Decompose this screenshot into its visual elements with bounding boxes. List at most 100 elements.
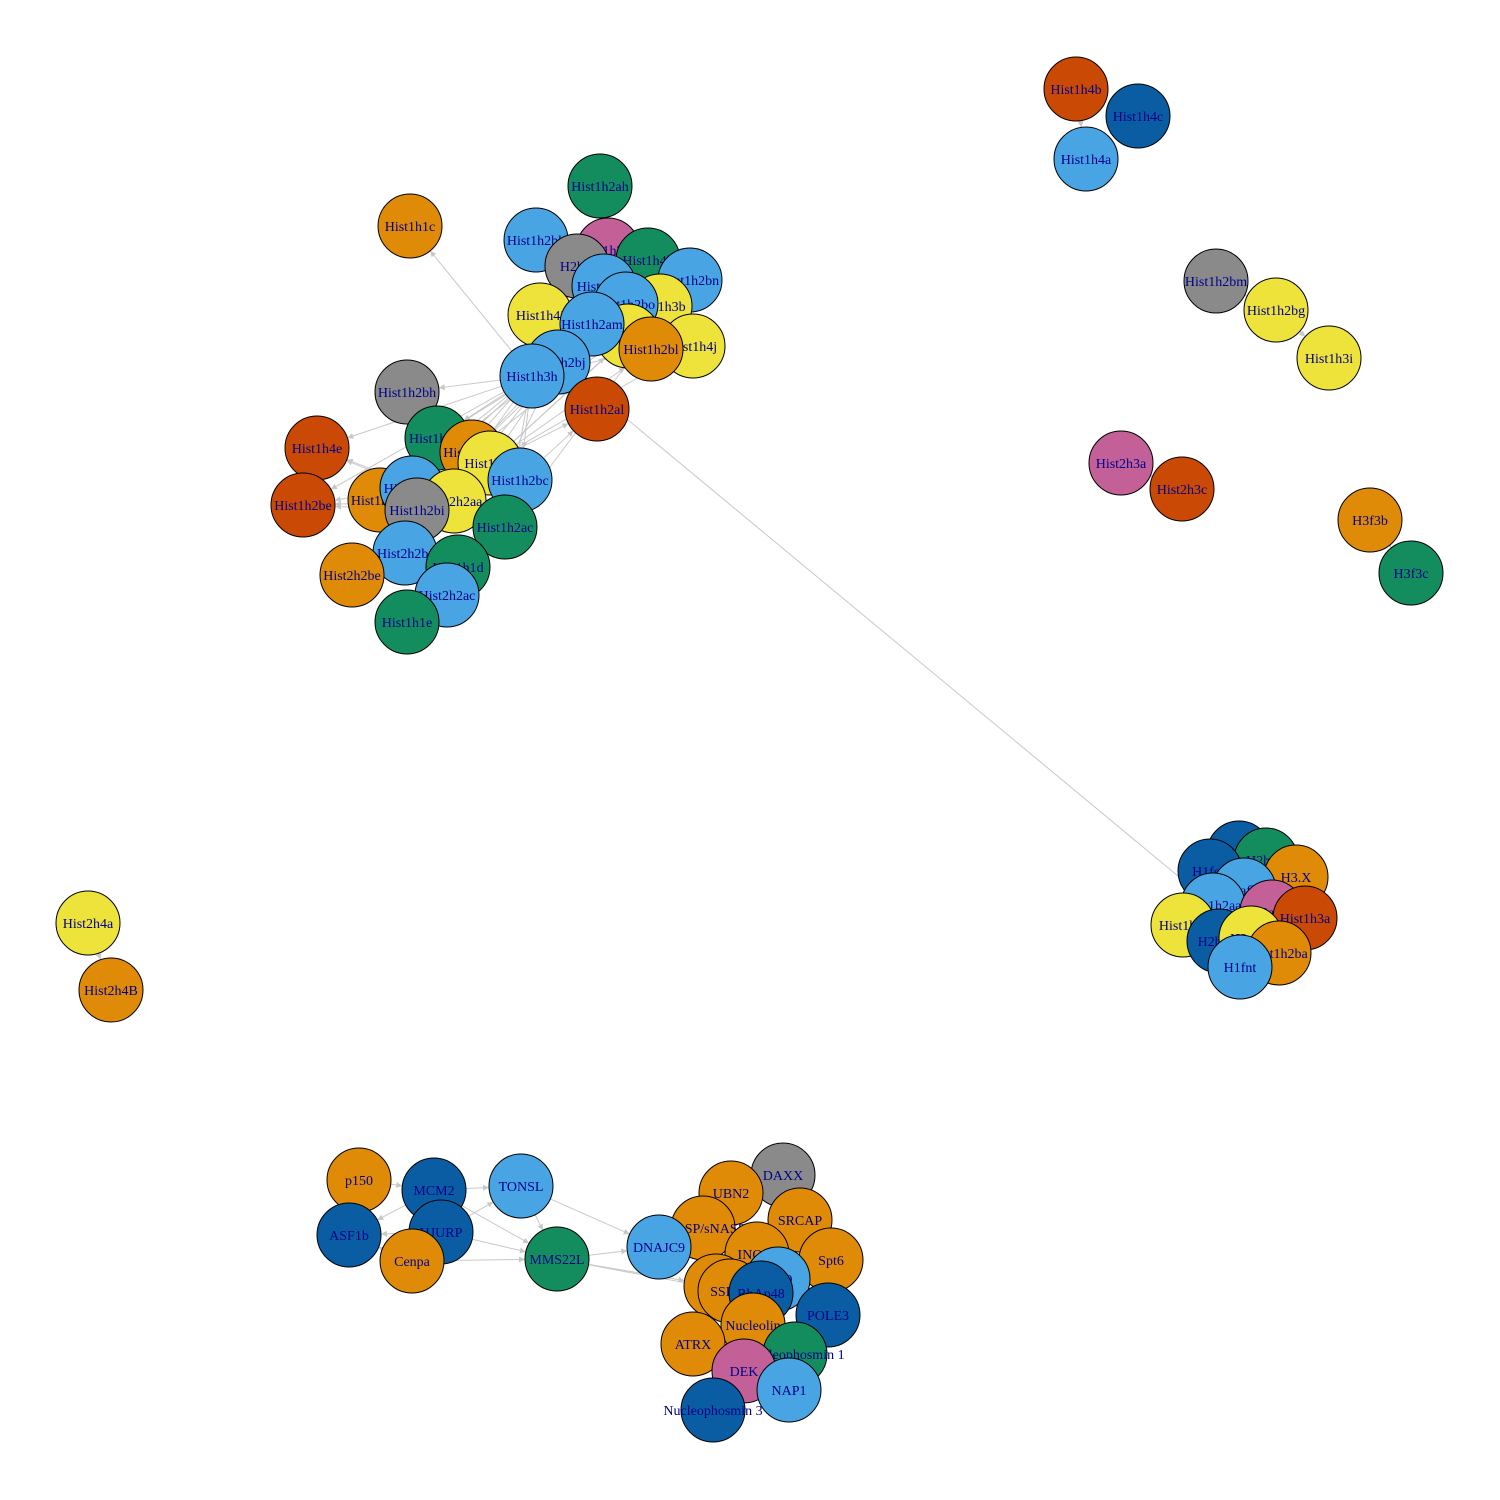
node-label: DAXX [763,1169,803,1184]
node-hist1h2al[interactable]: Hist1h2al [564,376,630,442]
node-circle[interactable] [1243,277,1309,343]
node-circle[interactable] [1207,934,1273,1000]
node-nap1[interactable]: NAP1 [756,1357,822,1423]
edge-h3f3b-h3f3c [1385,541,1392,548]
edge-mms22l-dnajc9 [588,1248,628,1256]
node-circle[interactable] [1296,325,1362,391]
node-circle[interactable] [499,343,565,409]
node-label: Hist2h3a [1096,457,1147,472]
node-circle[interactable] [680,1377,746,1443]
node-circle[interactable] [756,1357,822,1423]
node-circle[interactable] [626,1214,692,1280]
node-hist1h4e[interactable]: Hist1h4e [284,415,350,481]
edge-mcm2-tonsl [465,1184,490,1191]
node-circle[interactable] [524,1226,590,1292]
node-label: Hist1h4k [622,254,673,269]
node-hist1h2bg[interactable]: Hist1h2bg [1243,277,1309,343]
edge-cenpa-asf1b [378,1246,386,1253]
node-label: Hist1h2ac [477,521,534,536]
edge-mcm2-mms22l [461,1205,530,1244]
node-hist2h4a[interactable]: Hist2h4a [55,890,121,956]
node-circle[interactable] [374,589,440,655]
node-circle[interactable] [567,153,633,219]
node-circle[interactable] [618,316,684,382]
node-label: Hist2h2ac [419,589,476,604]
node-hist1h2be[interactable]: Hist1h2be [270,472,336,538]
node-circle[interactable] [1043,56,1109,122]
node-label: Hist1h2al [570,403,625,418]
node-p150[interactable]: p150 [326,1147,392,1213]
node-hist2h2be[interactable]: Hist2h2be [319,542,385,608]
node-circle[interactable] [660,1311,726,1377]
node-circle[interactable] [1149,456,1215,522]
node-h3f3b[interactable]: H3f3b [1337,487,1403,553]
edge-hjurp-tonsl [468,1201,494,1217]
node-hist1h2bi[interactable]: Hist1h2bi [384,477,450,543]
node-label: Hist1h4b [1050,83,1101,98]
node-h3f3c[interactable]: H3f3c [1378,540,1444,606]
node-label: Hist2h2bf [377,547,433,562]
node-nucleophosmin-3[interactable]: Nucleophosmin 3 [663,1377,763,1443]
node-tonsl[interactable]: TONSL [488,1153,554,1219]
node-circle[interactable] [1053,126,1119,192]
node-hist2h3a[interactable]: Hist2h3a [1088,430,1154,496]
node-label: UBN2 [713,1187,750,1202]
node-circle[interactable] [55,890,121,956]
node-label: Spt6 [818,1254,844,1269]
node-circle[interactable] [472,494,538,560]
edge-mcm2-asf1b [377,1204,406,1221]
node-hist1h4a[interactable]: Hist1h4a [1053,126,1119,192]
edge-hist1h3h-hist1h2bh [438,379,501,391]
edge-hist1h3h-hist1h1c [429,250,513,352]
edge-hist1h2aa-hist1h2bj [582,382,1189,885]
node-label: p150 [345,1174,373,1189]
node-label: ASF1b [329,1229,369,1244]
node-hist1h2bm[interactable]: Hist1h2bm [1183,248,1249,314]
edge-hjurp-mms22l [472,1238,526,1254]
node-circle[interactable] [78,957,144,1023]
node-label: Hist1h4i [516,309,564,324]
node-circle[interactable] [1088,430,1154,496]
node-hist1h2bh[interactable]: Hist1h2bh [374,359,440,425]
node-hist1h4b[interactable]: Hist1h4b [1043,56,1109,122]
node-label: MCM2 [413,1184,454,1199]
node-hist1h2ac[interactable]: Hist1h2ac [472,494,538,560]
node-hist1h1c[interactable]: Hist1h1c [377,193,443,259]
node-hist1h2bl[interactable]: Hist1h2bl [618,316,684,382]
node-hist1h1e[interactable]: Hist1h1e [374,589,440,655]
node-hist1h4c[interactable]: Hist1h4c [1105,83,1171,149]
node-hist2h4b[interactable]: Hist2h4B [78,957,144,1023]
node-circle[interactable] [1105,83,1171,149]
node-label: Hist1h2bl [623,343,678,358]
node-label: Hist1h4c [1113,110,1164,125]
node-circle[interactable] [1337,487,1403,553]
node-hist1h3h[interactable]: Hist1h3h [499,343,565,409]
node-circle[interactable] [377,193,443,259]
node-asf1b[interactable]: ASF1b [316,1202,382,1268]
node-label: Hist2h2be [323,569,381,584]
node-label: POLE3 [807,1309,849,1324]
node-h1fnt[interactable]: H1fnt [1207,934,1273,1000]
node-atrx[interactable]: ATRX [660,1311,726,1377]
node-label: Nucleophosmin 3 [663,1404,762,1419]
node-circle[interactable] [319,542,385,608]
node-hist2h3c[interactable]: Hist2h3c [1149,456,1215,522]
node-dnajc9[interactable]: DNAJC9 [626,1214,692,1280]
node-cenpa[interactable]: Cenpa [379,1228,445,1294]
node-circle[interactable] [564,376,630,442]
node-mms22l[interactable]: MMS22L [524,1226,590,1292]
node-circle[interactable] [1183,248,1249,314]
node-hist1h3i[interactable]: Hist1h3i [1296,325,1362,391]
edge-hist1h4b-hist1h4a [1077,120,1084,128]
edge-hist1h2bc-hist1h2al [543,430,574,459]
node-hist1h2ah[interactable]: Hist1h2ah [567,153,633,219]
node-circle[interactable] [379,1228,445,1294]
node-circle[interactable] [270,472,336,538]
node-circle[interactable] [488,1153,554,1219]
node-circle[interactable] [1378,540,1444,606]
node-circle[interactable] [374,359,440,425]
node-label: H3f3b [1352,514,1388,529]
node-circle[interactable] [316,1202,382,1268]
node-label: Hist1h2be [274,499,332,514]
